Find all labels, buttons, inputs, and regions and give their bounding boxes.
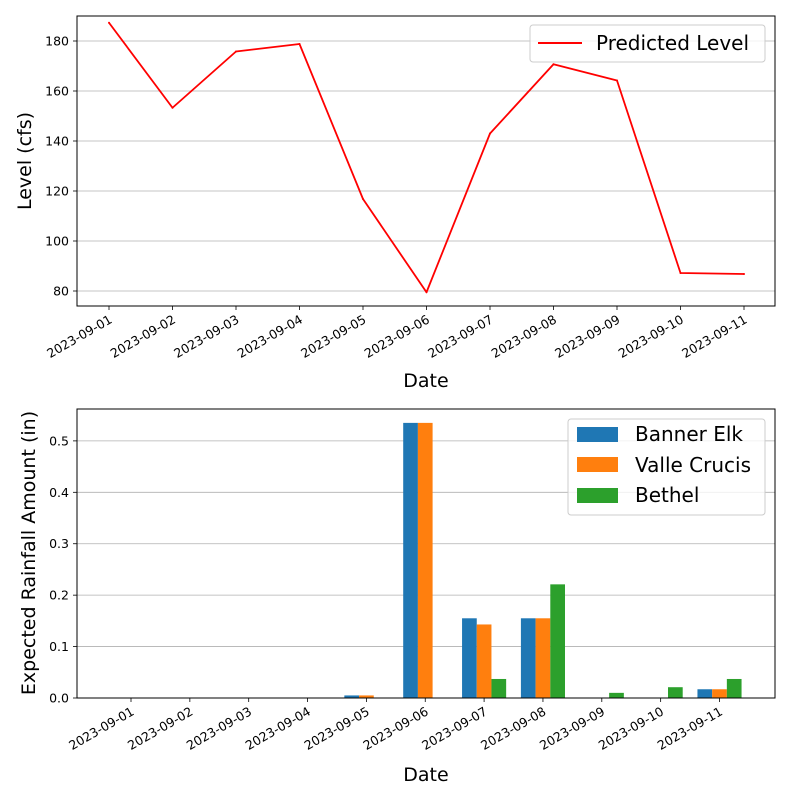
- bar-chart-y-axis-label: Expected Rainfall Amount (in): [18, 411, 40, 695]
- bar-valle-crucis: [359, 695, 374, 698]
- line-chart-y-ticks: 80 100 120 140 160 180: [45, 34, 77, 299]
- line-y-tick-label: 80: [53, 284, 69, 299]
- bar-chart-series: [344, 422, 742, 698]
- line-chart-frame: [76, 15, 776, 307]
- bar-banner-elk: [697, 689, 713, 698]
- line-chart-series: [108, 21, 745, 294]
- bar-valle-crucis: [476, 624, 492, 698]
- line-data-point: [489, 132, 491, 135]
- line-legend-label: Predicted Level: [596, 31, 749, 55]
- bar-bethel: [491, 678, 507, 698]
- bar-chart-legend: Banner Elk Valle Crucis Bethel: [567, 418, 766, 516]
- bar-y-tick-label: 0.5: [49, 433, 69, 448]
- bar-chart-frame: [76, 408, 776, 699]
- line-y-tick-label: 140: [45, 134, 69, 149]
- line-y-tick-label: 120: [45, 184, 69, 199]
- line-chart-x-axis-label: Date: [403, 370, 448, 392]
- bar-banner-elk: [520, 618, 536, 698]
- bar-bethel: [550, 584, 565, 698]
- line-data-point: [425, 291, 428, 294]
- line-legend-box: [529, 24, 766, 63]
- line-data-point: [235, 50, 237, 53]
- bar-y-tick-label: 0.3: [49, 536, 69, 551]
- line-y-tick-label: 160: [45, 84, 69, 99]
- line-data-point: [679, 272, 682, 274]
- line-data-point: [616, 79, 618, 82]
- line-data-point: [552, 63, 555, 66]
- bar-y-tick-label: 0.2: [49, 588, 69, 603]
- bar-legend-swatch-valle-crucis: [577, 457, 618, 472]
- line-chart-grid: [77, 40, 775, 292]
- line-chart-y-axis-label: Level (cfs): [14, 112, 36, 210]
- line-data-point: [171, 106, 174, 109]
- bar-legend-label-bethel: Bethel: [635, 483, 699, 507]
- line-y-tick-label: 180: [45, 34, 69, 49]
- bar-y-tick-label: 0.1: [49, 639, 69, 654]
- line-data-point: [743, 273, 745, 275]
- line-chart-legend: Predicted Level: [529, 24, 766, 63]
- line-data-point: [362, 198, 364, 200]
- bar-bethel: [668, 687, 683, 698]
- bar-bethel: [609, 692, 624, 698]
- bar-valle-crucis: [417, 422, 433, 698]
- bar-y-tick-label: 0.0: [49, 691, 69, 706]
- bar-legend-label-valle-crucis: Valle Crucis: [635, 453, 751, 477]
- line-data-point: [298, 43, 301, 45]
- bar-valle-crucis: [712, 689, 727, 698]
- bar-chart-x-axis-label: Date: [403, 764, 448, 786]
- bar-bethel: [726, 678, 742, 698]
- bar-banner-elk: [462, 618, 477, 698]
- bar-banner-elk: [403, 422, 418, 698]
- line-data-point: [108, 21, 110, 24]
- bar-banner-elk: [344, 695, 360, 698]
- bar-legend-swatch-bethel: [577, 488, 618, 503]
- bar-chart-y-ticks: 0.0 0.1 0.2 0.3 0.4 0.5: [49, 433, 77, 706]
- line-y-tick-label: 100: [45, 234, 69, 249]
- bar-legend-label-banner-elk: Banner Elk: [635, 422, 743, 446]
- bar-valle-crucis: [535, 618, 551, 698]
- bar-legend-swatch-banner-elk: [577, 427, 618, 442]
- bar-y-tick-label: 0.4: [49, 485, 69, 500]
